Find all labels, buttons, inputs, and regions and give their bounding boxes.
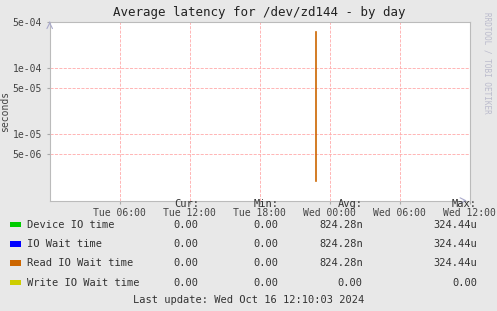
Text: Min:: Min:	[253, 199, 278, 209]
Text: IO Wait time: IO Wait time	[27, 239, 102, 249]
Text: Cur:: Cur:	[174, 199, 199, 209]
Text: 0.00: 0.00	[174, 258, 199, 268]
Y-axis label: seconds: seconds	[0, 91, 10, 132]
Text: 824.28n: 824.28n	[319, 239, 363, 249]
Text: 324.44u: 324.44u	[433, 220, 477, 230]
Text: Read IO Wait time: Read IO Wait time	[27, 258, 133, 268]
Text: 0.00: 0.00	[253, 278, 278, 288]
Text: 824.28n: 824.28n	[319, 220, 363, 230]
Text: RRDTOOL / TOBI OETIKER: RRDTOOL / TOBI OETIKER	[482, 12, 491, 114]
Text: 0.00: 0.00	[253, 258, 278, 268]
Text: 0.00: 0.00	[452, 278, 477, 288]
Text: Max:: Max:	[452, 199, 477, 209]
Title: Average latency for /dev/zd144 - by day: Average latency for /dev/zd144 - by day	[113, 6, 406, 19]
Text: 0.00: 0.00	[174, 239, 199, 249]
Text: Avg:: Avg:	[338, 199, 363, 209]
Text: 824.28n: 824.28n	[319, 258, 363, 268]
Text: Device IO time: Device IO time	[27, 220, 114, 230]
Text: 324.44u: 324.44u	[433, 258, 477, 268]
Text: Last update: Wed Oct 16 12:10:03 2024: Last update: Wed Oct 16 12:10:03 2024	[133, 295, 364, 305]
Text: Write IO Wait time: Write IO Wait time	[27, 278, 139, 288]
Text: 0.00: 0.00	[253, 239, 278, 249]
Text: 0.00: 0.00	[174, 220, 199, 230]
Text: 324.44u: 324.44u	[433, 239, 477, 249]
Text: 0.00: 0.00	[253, 220, 278, 230]
Text: 0.00: 0.00	[338, 278, 363, 288]
Text: 0.00: 0.00	[174, 278, 199, 288]
